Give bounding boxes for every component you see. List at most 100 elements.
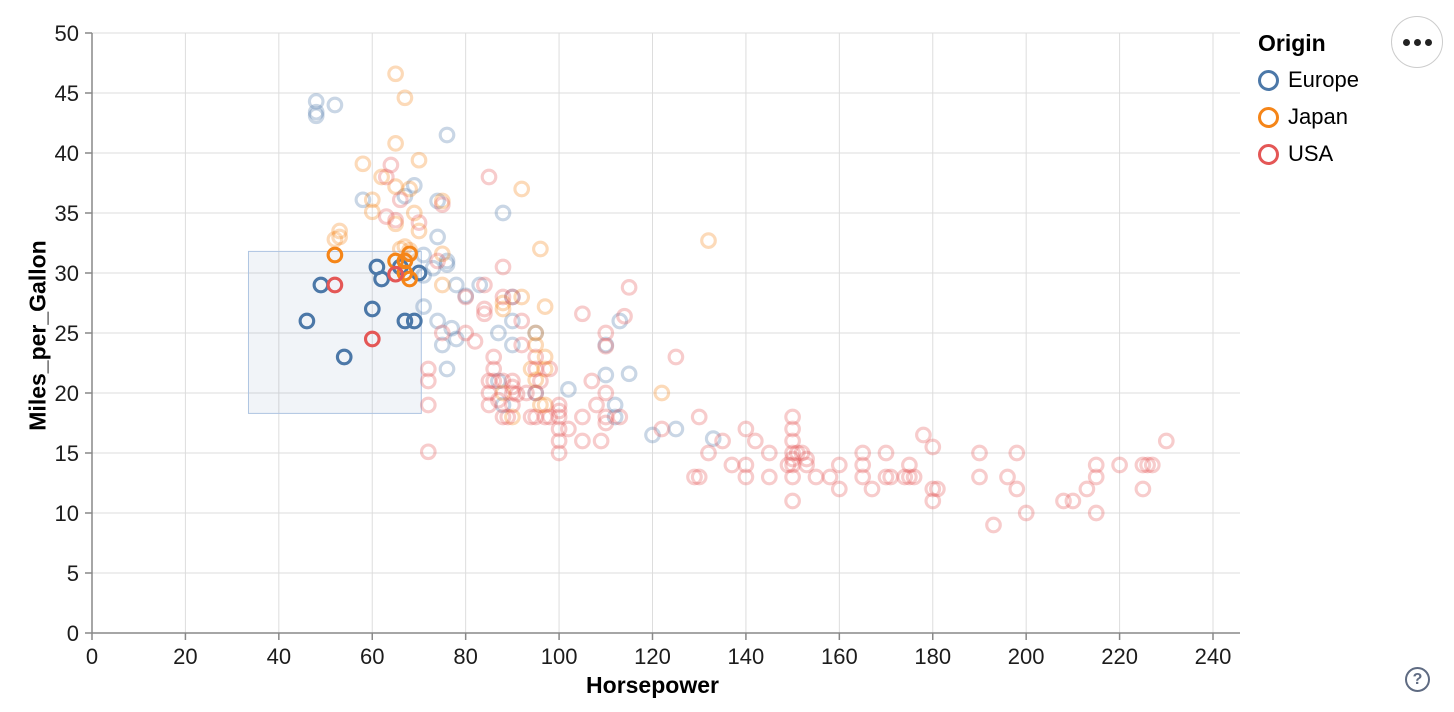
data-point-usa [830,480,848,498]
data-point-usa [504,372,521,390]
data-point-usa [700,444,717,462]
data-point-usa [798,456,815,474]
data-point-usa [784,450,801,468]
data-point-usa [830,456,848,474]
data-point-usa [784,444,801,462]
data-point-usa [999,468,1016,486]
data-point-usa [499,408,517,426]
data-point-usa [1139,456,1156,474]
data-point-usa [686,468,703,486]
data-point-usa [527,348,545,366]
data-point-japan [536,348,554,366]
data-point-europe [447,276,465,294]
data-point-europe [606,408,624,426]
data-point-japan [494,294,512,312]
data-point-usa [429,252,446,270]
data-point-japan [433,192,451,210]
data-point-europe [560,381,577,398]
data-point-usa [784,456,801,474]
data-point-usa [494,258,512,276]
data-point-europe [620,365,638,383]
legend-title: Origin [1258,30,1326,56]
data-point-usa [504,288,521,306]
data-point-usa [550,432,568,450]
data-point-europe [597,336,615,354]
data-point-usa [901,468,918,486]
legend-entry-europe[interactable]: Europe [1258,67,1359,93]
data-point-europe [438,252,456,270]
data-point-usa [924,492,942,510]
data-point-usa [690,408,708,426]
svg-text:80: 80 [453,644,477,669]
data-point-usa [1087,468,1105,486]
data-point-usa [784,408,801,426]
data-point-usa [480,396,498,414]
legend-entry-japan[interactable]: Japan [1258,104,1359,130]
data-point-usa [737,456,755,474]
data-point-usa [784,432,801,450]
data-point-usa [905,468,923,486]
data-point-europe [527,324,545,342]
data-point-usa [971,444,988,462]
data-point-europe [429,192,446,210]
data-point-europe [438,360,456,378]
data-point-japan [396,89,414,107]
data-point-europe [494,396,512,414]
data-point-usa [574,432,591,450]
data-point-usa [746,432,764,450]
svg-text:25: 25 [55,321,79,346]
svg-text:40: 40 [55,141,79,166]
data-point-europe [494,204,512,222]
data-point-japan [354,155,372,173]
data-point-europe [415,298,432,315]
data-point-usa [1008,480,1026,498]
svg-text:10: 10 [55,501,79,526]
svg-text:220: 220 [1101,644,1138,669]
data-point-usa [915,426,932,444]
svg-text:15: 15 [55,441,79,466]
svg-text:45: 45 [55,81,79,106]
selection-brush[interactable] [247,250,422,414]
data-point-usa [863,480,881,498]
data-point-europe [597,366,615,384]
data-point-usa [877,468,895,486]
svg-text:50: 50 [55,21,79,46]
data-point-europe [438,256,456,273]
data-point-usa [387,265,404,283]
help-button[interactable]: ? [1405,667,1430,692]
data-point-usa [494,288,512,306]
data-point-europe [471,276,489,294]
data-point-usa [1134,456,1152,474]
legend-entry-usa[interactable]: USA [1258,141,1359,167]
data-point-usa [971,468,988,486]
data-point-japan [410,151,428,169]
data-point-europe [504,312,521,330]
svg-text:20: 20 [173,644,197,669]
actions-menu-button[interactable] [1391,16,1443,68]
data-point-japan [527,324,545,342]
data-point-japan [387,178,404,195]
data-point-usa [550,408,568,426]
data-point-europe [326,96,344,114]
x-axis-title: Horsepower [586,672,719,698]
data-point-usa [550,402,568,420]
data-point-usa [784,468,801,486]
data-point-usa [550,444,568,462]
svg-text:20: 20 [55,381,79,406]
data-point-europe [396,312,414,330]
data-point-japan [363,203,381,221]
svg-text:240: 240 [1195,644,1232,669]
data-point-usa [1087,504,1105,522]
data-point-japan [536,298,554,315]
data-point-europe [373,270,390,288]
data-point-japan [527,336,545,354]
data-point-japan [527,371,545,389]
data-point-usa [737,420,755,438]
data-point-japan [401,180,418,198]
data-point-usa [597,324,615,342]
svg-text:0: 0 [86,644,98,669]
data-point-europe [307,103,325,121]
data-point-usa [508,385,526,403]
